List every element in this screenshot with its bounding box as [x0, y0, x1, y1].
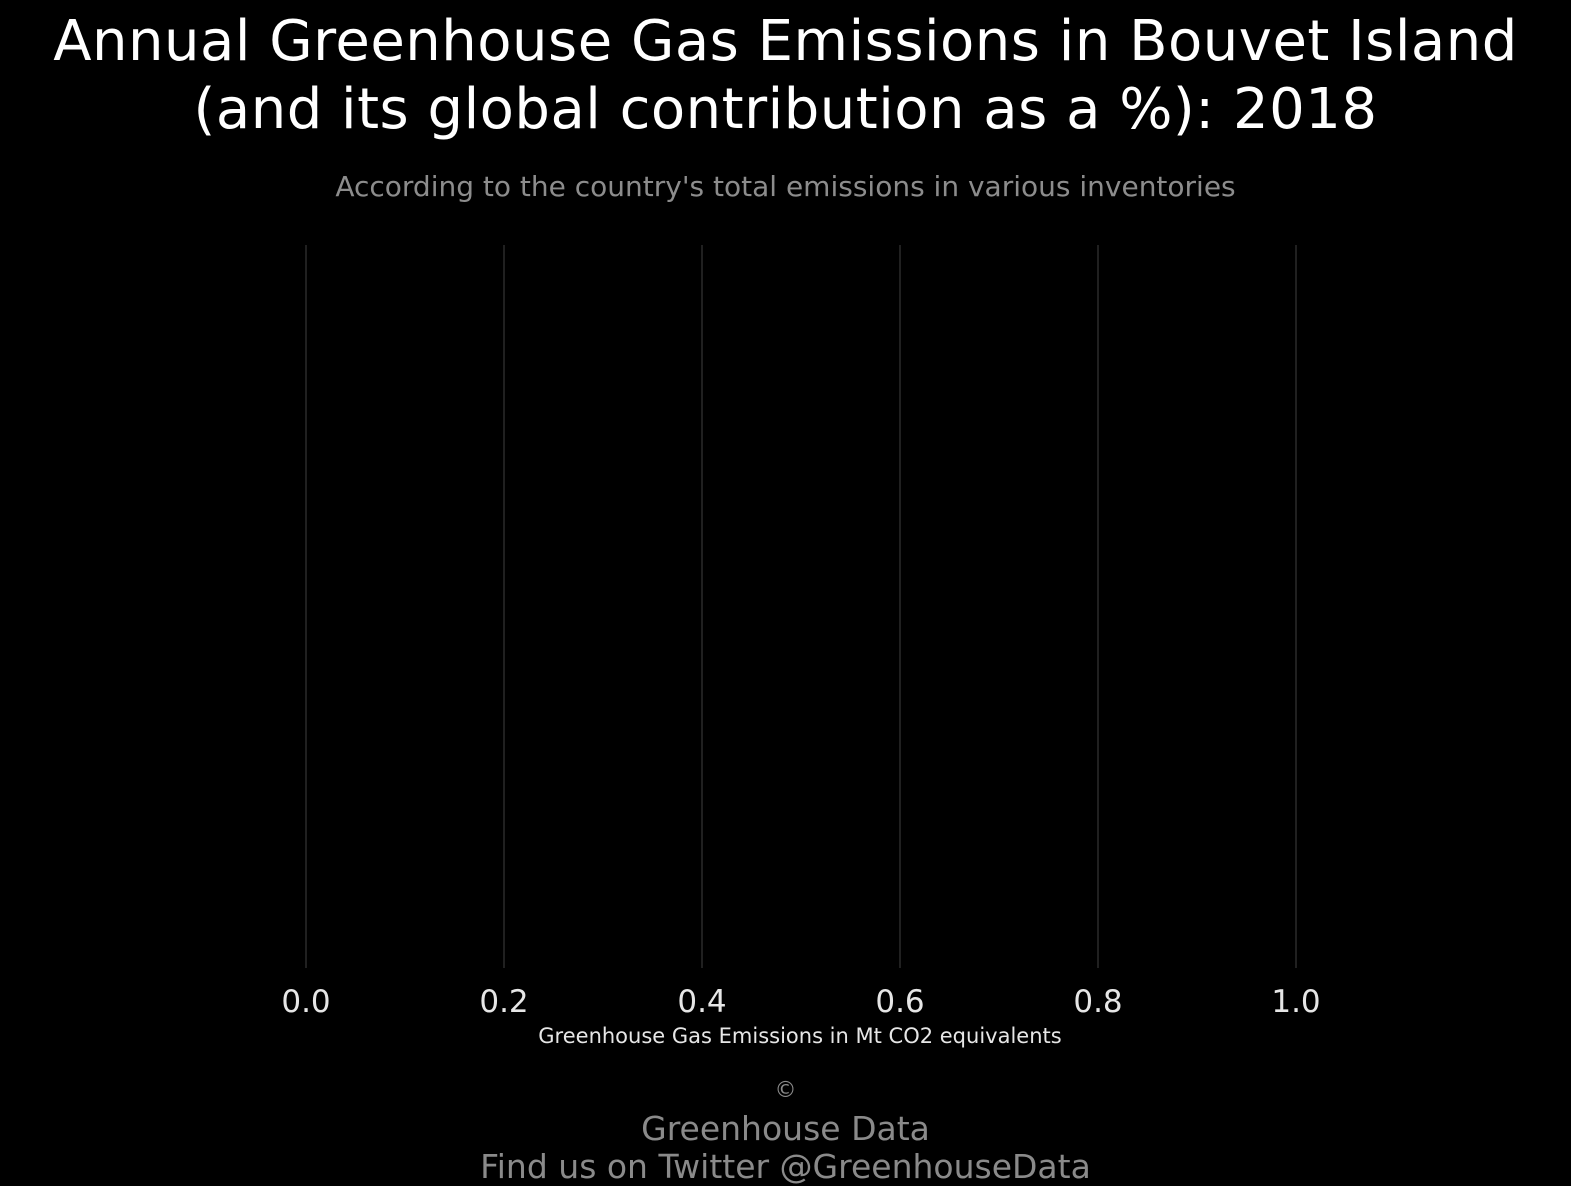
copyright-icon: © — [774, 1078, 797, 1103]
caption-line-1: © Greenhouse Data — [0, 1072, 1571, 1148]
x-tick-label-0: 0.0 — [281, 984, 330, 1020]
chart-subtitle: According to the country's total emissio… — [335, 170, 1236, 203]
x-axis-label: Greenhouse Gas Emissions in Mt CO2 equiv… — [538, 1024, 1062, 1048]
x-tick-label-5: 1.0 — [1271, 984, 1320, 1020]
caption-line-2: Find us on Twitter @GreenhouseData — [480, 1147, 1091, 1186]
chart-title-line-2: (and its global contribution as a %): 20… — [193, 77, 1378, 142]
chart-title-line-1: Annual Greenhouse Gas Emissions in Bouve… — [53, 9, 1518, 74]
gridlines — [305, 245, 1297, 968]
caption: © Greenhouse Data Find us on Twitter @Gr… — [0, 1072, 1571, 1186]
x-tick-label-2: 0.4 — [677, 984, 726, 1020]
x-axis-ticks: 0.0 0.2 0.4 0.6 0.8 1.0 — [281, 984, 1320, 1020]
x-tick-label-4: 0.8 — [1073, 984, 1122, 1020]
x-tick-label-1: 0.2 — [479, 984, 528, 1020]
x-tick-label-3: 0.6 — [875, 984, 924, 1020]
caption-brand: Greenhouse Data — [641, 1109, 930, 1148]
chart-title: Annual Greenhouse Gas Emissions in Bouve… — [0, 8, 1571, 144]
